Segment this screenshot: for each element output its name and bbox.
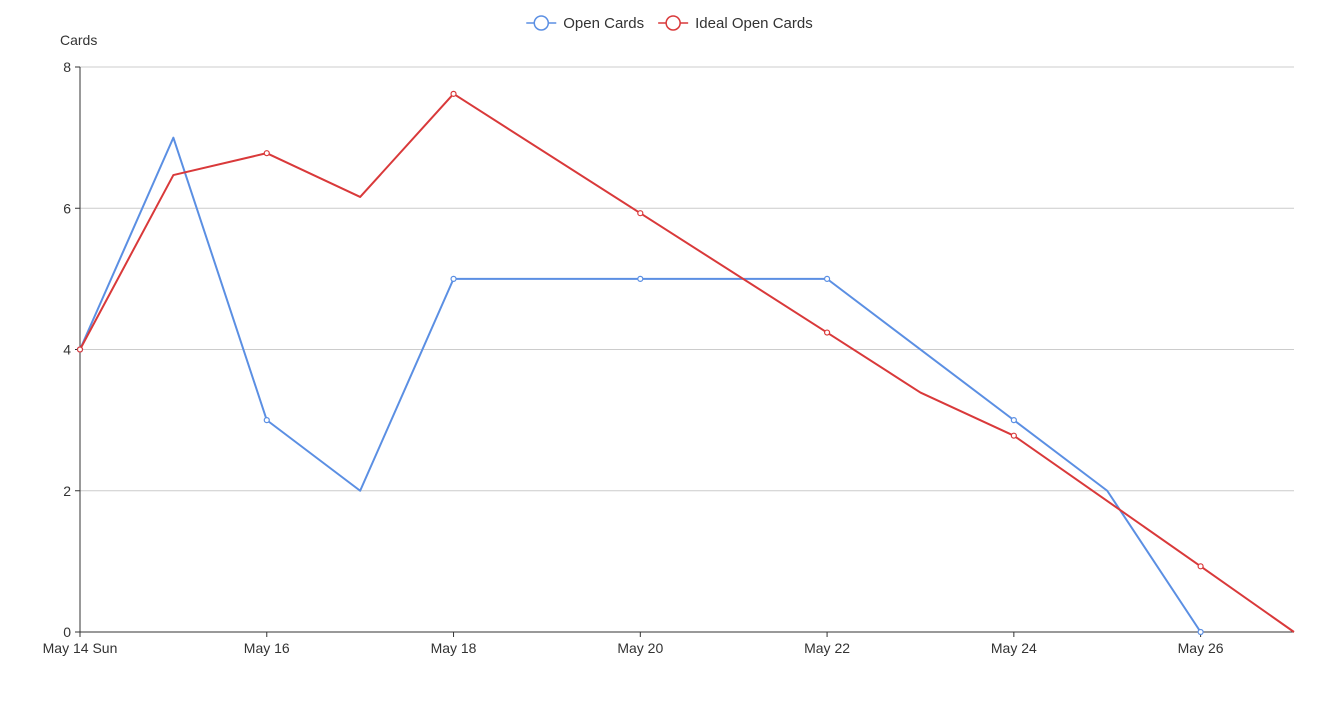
legend-circle-icon xyxy=(533,15,550,31)
legend-item-0[interactable]: Open Cards xyxy=(526,15,644,32)
data-point[interactable] xyxy=(263,150,270,157)
series-1 xyxy=(76,90,1295,633)
series-0 xyxy=(76,136,1204,636)
x-tick-label: May 16 xyxy=(244,640,290,656)
x-tick-label: May 20 xyxy=(617,640,663,656)
y-tick-label: 4 xyxy=(63,342,71,358)
legend[interactable]: Open Cards Ideal Open Cards xyxy=(526,15,813,32)
y-axis-title: Cards xyxy=(60,32,97,48)
x-tick-label: May 14 Sun xyxy=(43,640,118,656)
data-point[interactable] xyxy=(823,329,831,336)
y-tick-label: 0 xyxy=(63,624,71,640)
data-point[interactable] xyxy=(1010,417,1017,424)
data-point[interactable] xyxy=(1197,563,1204,570)
data-point[interactable] xyxy=(1197,628,1204,636)
x-tick-label: May 22 xyxy=(804,640,850,656)
x-tick-label: May 24 xyxy=(991,640,1037,656)
legend-circle-icon xyxy=(665,15,681,31)
x-tick-label: May 26 xyxy=(1178,640,1224,656)
y-tick-label: 6 xyxy=(63,200,71,216)
data-point[interactable] xyxy=(1010,432,1017,439)
data-point[interactable] xyxy=(823,275,831,282)
x-tick-label: May 18 xyxy=(431,640,477,656)
legend-label: Ideal Open Cards xyxy=(695,15,813,32)
series-line xyxy=(79,136,1202,633)
y-tick-label: 8 xyxy=(63,59,71,75)
series-lines xyxy=(76,90,1295,636)
data-point[interactable] xyxy=(263,417,270,424)
data-point[interactable] xyxy=(450,90,457,97)
y-tick-label: 2 xyxy=(63,483,71,499)
data-point[interactable] xyxy=(76,346,84,353)
legend-item-1[interactable]: Ideal Open Cards xyxy=(658,15,813,32)
series-line xyxy=(79,92,1295,633)
legend-label: Open Cards xyxy=(563,15,644,32)
data-point[interactable] xyxy=(637,210,644,217)
data-point[interactable] xyxy=(637,275,644,282)
axes: 0 2 4 6 8 May 14 Sun May 16 May 18 May 20 May 22 M… xyxy=(43,59,1294,656)
data-point[interactable] xyxy=(450,275,457,282)
